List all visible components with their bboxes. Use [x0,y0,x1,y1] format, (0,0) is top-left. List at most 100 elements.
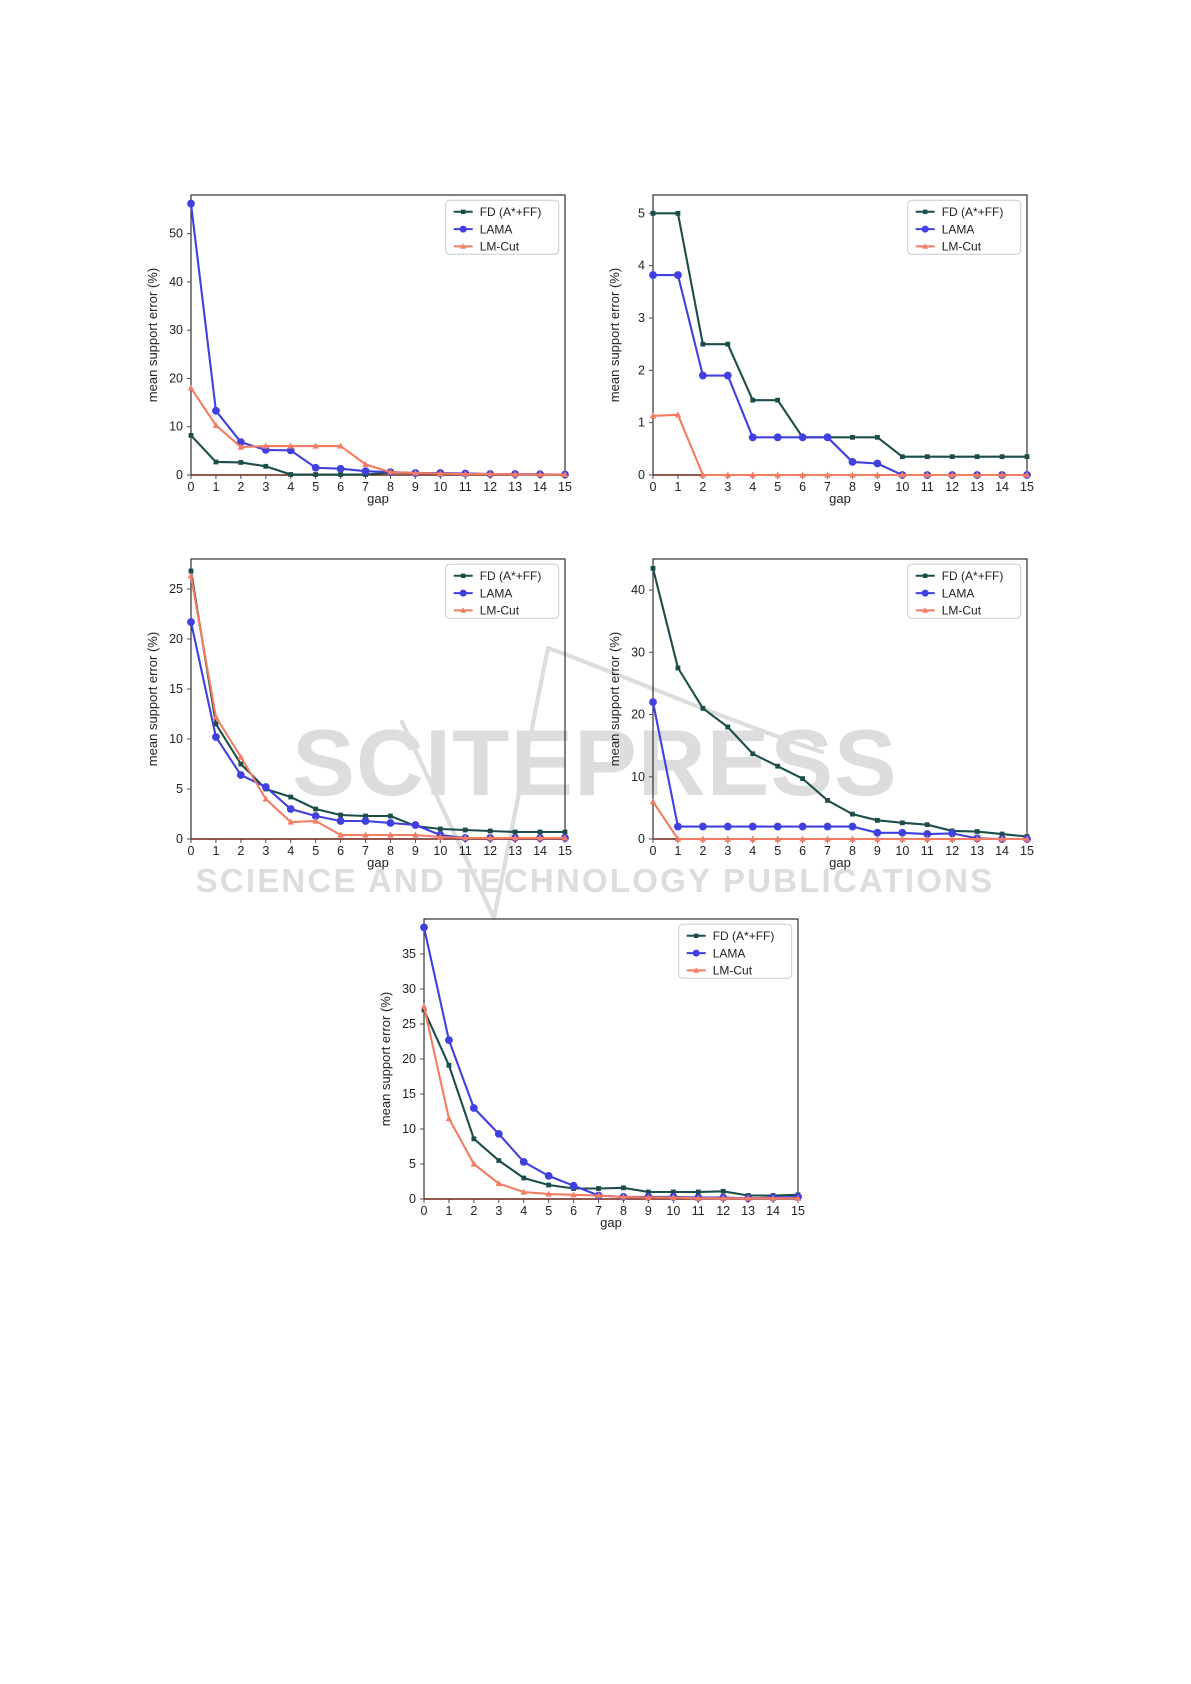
svg-text:13: 13 [741,1204,755,1218]
svg-text:3: 3 [496,1204,503,1218]
svg-text:10: 10 [895,844,909,858]
svg-text:LM-Cut: LM-Cut [942,603,982,617]
svg-text:9: 9 [874,480,881,494]
svg-text:3: 3 [724,480,731,494]
svg-text:4: 4 [520,1204,527,1218]
svg-text:gap: gap [829,855,851,870]
svg-text:6: 6 [799,480,806,494]
svg-text:25: 25 [169,582,183,596]
svg-text:0: 0 [650,480,657,494]
svg-text:9: 9 [412,844,419,858]
svg-text:LAMA: LAMA [942,586,975,600]
svg-text:6: 6 [337,480,344,494]
svg-text:9: 9 [645,1204,652,1218]
svg-text:5: 5 [774,480,781,494]
svg-text:25: 25 [402,1017,416,1031]
svg-text:5: 5 [312,480,319,494]
svg-text:FD (A*+FF): FD (A*+FF) [713,929,775,943]
svg-text:12: 12 [716,1204,730,1218]
svg-text:12: 12 [945,844,959,858]
svg-text:10: 10 [433,844,447,858]
svg-text:15: 15 [558,480,572,494]
svg-text:LAMA: LAMA [713,946,746,960]
svg-text:LM-Cut: LM-Cut [479,603,519,617]
svg-text:50: 50 [169,226,183,240]
svg-text:0: 0 [638,832,645,846]
svg-text:40: 40 [631,583,645,597]
svg-text:11: 11 [692,1204,705,1218]
svg-text:2: 2 [237,844,244,858]
svg-text:5: 5 [312,844,319,858]
svg-text:3: 3 [724,844,731,858]
svg-text:LM-Cut: LM-Cut [479,239,519,253]
svg-text:0: 0 [638,468,645,482]
svg-text:mean support error (%): mean support error (%) [145,267,160,401]
svg-text:gap: gap [367,491,389,506]
svg-text:LAMA: LAMA [942,222,975,236]
svg-text:15: 15 [558,844,572,858]
svg-text:10: 10 [631,769,645,783]
svg-text:5: 5 [774,844,781,858]
svg-text:gap: gap [367,855,389,870]
svg-text:gap: gap [829,491,851,506]
svg-text:20: 20 [169,632,183,646]
svg-text:5: 5 [638,206,645,220]
svg-text:4: 4 [287,844,294,858]
svg-text:6: 6 [570,1204,577,1218]
svg-text:13: 13 [970,480,984,494]
svg-text:2: 2 [471,1204,478,1218]
svg-text:FD (A*+FF): FD (A*+FF) [479,569,541,583]
svg-text:14: 14 [995,844,1009,858]
svg-text:1: 1 [674,844,681,858]
svg-text:4: 4 [749,480,756,494]
svg-text:14: 14 [533,844,547,858]
svg-text:FD (A*+FF): FD (A*+FF) [479,205,541,219]
svg-text:0: 0 [176,468,183,482]
svg-text:1: 1 [638,415,645,429]
svg-text:9: 9 [412,480,419,494]
svg-text:4: 4 [638,258,645,272]
svg-text:3: 3 [262,480,269,494]
svg-text:1: 1 [212,480,219,494]
svg-text:10: 10 [169,419,183,433]
svg-text:10: 10 [169,732,183,746]
svg-text:13: 13 [508,480,522,494]
svg-text:14: 14 [766,1204,780,1218]
svg-text:11: 11 [459,480,472,494]
svg-text:0: 0 [409,1192,416,1206]
svg-text:6: 6 [799,844,806,858]
svg-text:2: 2 [699,480,706,494]
svg-text:mean support error (%): mean support error (%) [607,631,622,765]
svg-text:10: 10 [402,1122,416,1136]
svg-text:LAMA: LAMA [479,586,512,600]
svg-text:3: 3 [262,844,269,858]
svg-text:15: 15 [402,1087,416,1101]
svg-text:12: 12 [483,480,497,494]
svg-text:0: 0 [650,844,657,858]
svg-text:0: 0 [176,832,183,846]
svg-text:0: 0 [187,480,194,494]
svg-text:2: 2 [638,363,645,377]
svg-text:9: 9 [874,844,881,858]
svg-text:20: 20 [169,371,183,385]
svg-text:LAMA: LAMA [479,222,512,236]
svg-text:13: 13 [970,844,984,858]
svg-text:10: 10 [433,480,447,494]
svg-text:2: 2 [699,844,706,858]
svg-text:13: 13 [508,844,522,858]
svg-text:3: 3 [638,310,645,324]
svg-text:15: 15 [169,682,183,696]
svg-text:1: 1 [212,844,219,858]
svg-text:gap: gap [600,1215,622,1230]
svg-text:12: 12 [945,480,959,494]
svg-text:40: 40 [169,274,183,288]
svg-text:30: 30 [169,323,183,337]
svg-text:10: 10 [895,480,909,494]
svg-text:5: 5 [176,782,183,796]
svg-text:LM-Cut: LM-Cut [713,963,753,977]
svg-text:15: 15 [1020,844,1034,858]
svg-text:20: 20 [402,1052,416,1066]
svg-text:4: 4 [287,480,294,494]
svg-text:1: 1 [674,480,681,494]
svg-text:35: 35 [402,947,416,961]
